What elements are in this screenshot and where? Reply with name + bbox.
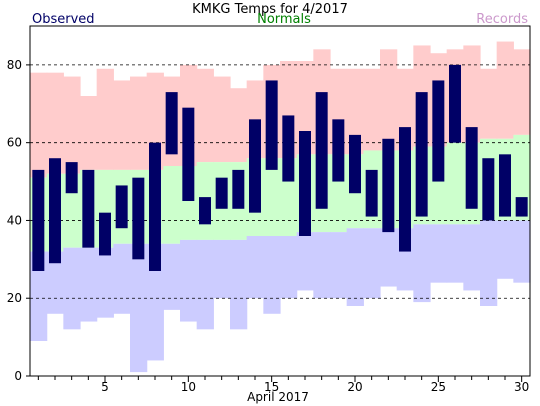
record-low-band (346, 228, 364, 306)
observed-bar (232, 169, 245, 209)
observed-bar (165, 92, 178, 155)
observed-bar (265, 80, 278, 170)
record-high-band (113, 80, 131, 170)
record-low-band (96, 247, 114, 318)
x-tick-label: 20 (347, 380, 362, 394)
record-low-band (213, 239, 231, 299)
record-low-band (430, 224, 448, 283)
plot-area: 0 20 40 60 80 5 10 15 20 25 30 (7, 25, 531, 394)
record-high-band (496, 41, 514, 139)
normal-range-band (263, 158, 281, 236)
observed-bar (465, 127, 478, 209)
observed-bar (132, 177, 145, 260)
y-tick-label: 20 (7, 291, 22, 305)
observed-bar (399, 127, 411, 252)
record-high-band (380, 49, 398, 151)
record-low-band (196, 239, 214, 330)
observed-bar (332, 119, 345, 182)
record-low-band (446, 224, 464, 283)
observed-bar (315, 92, 328, 209)
record-low-band (80, 247, 98, 322)
record-low-band (230, 239, 248, 330)
observed-bar (499, 154, 511, 217)
record-high-band (96, 68, 114, 170)
record-low-band (146, 243, 164, 361)
record-high-band (63, 76, 81, 174)
x-tick-label: 15 (264, 380, 279, 394)
record-high-band (30, 72, 48, 178)
record-low-band (246, 236, 264, 299)
x-axis-label: April 2017 (247, 390, 309, 404)
record-high-band (46, 72, 64, 174)
observed-bar (415, 92, 428, 217)
record-low-band (513, 220, 531, 283)
record-high-band (80, 96, 98, 170)
record-low-band (30, 251, 48, 341)
observed-bar (482, 158, 495, 221)
record-low-band (413, 224, 431, 303)
y-tick-label: 80 (7, 58, 22, 72)
observed-bar (182, 107, 195, 201)
observed-bar (449, 64, 461, 143)
record-high-band (463, 45, 481, 143)
observed-bar (32, 169, 45, 271)
observed-bar (82, 169, 95, 248)
record-high-band (130, 76, 148, 170)
y-tick-label: 40 (7, 213, 22, 227)
y-tick-label: 0 (14, 369, 22, 383)
record-high-band (196, 68, 214, 163)
x-tick-label: 30 (514, 380, 529, 394)
normal-range-band (446, 142, 464, 225)
record-high-band (346, 68, 364, 155)
observed-bar (382, 138, 395, 233)
observed-bar (365, 169, 378, 217)
record-low-band (313, 232, 331, 299)
record-low-band (496, 220, 514, 279)
observed-bar (249, 119, 261, 213)
legend-normals: Normals (257, 12, 311, 27)
observed-bar (299, 131, 311, 236)
record-low-band (330, 232, 348, 299)
legend-records: Records (476, 12, 528, 27)
record-low-band (180, 239, 198, 322)
observed-bar (432, 80, 445, 182)
x-tick-label: 5 (101, 380, 109, 394)
record-high-band (230, 88, 248, 163)
record-low-band (463, 224, 481, 291)
x-tick-label: 10 (181, 380, 196, 394)
record-low-band (63, 247, 81, 330)
record-low-band (296, 232, 314, 291)
observed-bar (149, 142, 161, 271)
observed-bar (349, 134, 361, 194)
record-low-band (163, 243, 181, 310)
x-tick-label: 25 (431, 380, 446, 394)
record-high-band (513, 49, 531, 135)
record-low-band (263, 236, 281, 314)
record-high-band (480, 68, 498, 139)
record-high-band (213, 76, 231, 163)
legend-observed: Observed (32, 12, 95, 27)
observed-bar (115, 185, 128, 229)
record-low-band (363, 228, 381, 299)
observed-bar (515, 197, 528, 217)
chart-title: KMKG Temps for 4/2017 (192, 2, 348, 17)
record-low-band (130, 243, 148, 373)
record-low-band (380, 228, 398, 287)
record-high-band (363, 68, 381, 151)
observed-bar (282, 115, 295, 182)
plot-frame (29, 25, 531, 377)
observed-bar (65, 162, 78, 194)
observed-bar (49, 158, 61, 264)
y-tick-label: 60 (7, 136, 22, 150)
observed-bar (215, 177, 228, 209)
record-low-band (113, 243, 131, 314)
normal-range-band (163, 166, 181, 244)
record-low-band (280, 236, 298, 299)
observed-bar (99, 212, 111, 256)
record-low-band (480, 220, 498, 306)
observed-bar (199, 197, 211, 225)
